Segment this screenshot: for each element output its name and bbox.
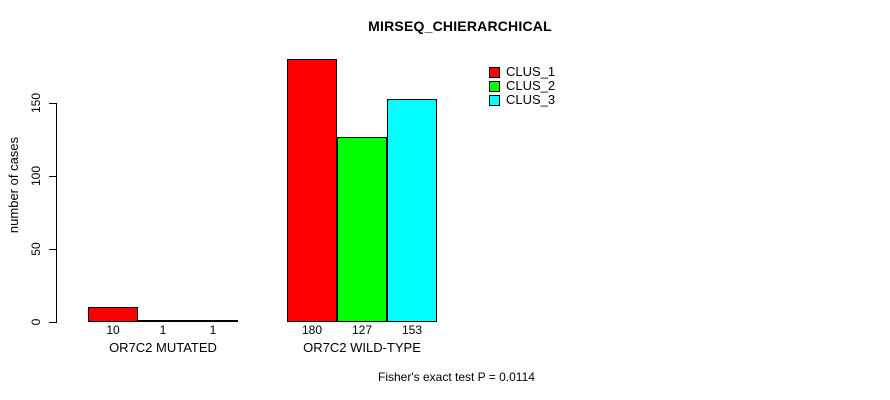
x-axis-group-label: OR7C2 WILD-TYPE (303, 340, 421, 355)
bar-clus_3-group2 (387, 99, 437, 322)
legend-item-clus2: CLUS_2 (489, 79, 555, 93)
y-axis-line (56, 103, 57, 323)
bar-value-label: 1 (209, 323, 217, 337)
bar-value-label: 127 (351, 323, 373, 337)
y-axis-tick-label: 150 (29, 92, 43, 114)
bar-clus_1-group2 (287, 59, 337, 322)
legend-swatch-clus3 (489, 94, 500, 106)
legend-label-clus1: CLUS_1 (506, 64, 556, 79)
legend-item-clus1: CLUS_1 (489, 65, 555, 79)
bar-clus_1-group1 (88, 307, 138, 322)
y-axis-tick (49, 176, 56, 177)
bar-value-label: 153 (401, 323, 423, 337)
legend-label-clus2: CLUS_2 (506, 78, 556, 93)
legend-item-clus3: CLUS_3 (489, 93, 555, 107)
y-axis-tick-label: 0 (29, 318, 43, 326)
y-axis-tick-label: 100 (29, 165, 43, 187)
legend-swatch-clus2 (489, 80, 500, 92)
bar-value-label: 1 (159, 323, 167, 337)
legend-label-clus3: CLUS_3 (506, 92, 556, 107)
x-axis-group-label: OR7C2 MUTATED (109, 340, 217, 355)
bar-value-label: 180 (301, 323, 323, 337)
y-axis-tick (49, 249, 56, 250)
bar-clus_2-group2 (337, 137, 387, 322)
chart-title: MIRSEQ_CHIERARCHICAL (368, 18, 552, 34)
y-axis-tick-label: 50 (29, 242, 43, 256)
footnote-pvalue: Fisher's exact test P = 0.0114 (378, 370, 535, 384)
y-axis-tick (49, 103, 56, 104)
legend: CLUS_1 CLUS_2 CLUS_3 (489, 65, 555, 107)
legend-swatch-clus1 (489, 66, 500, 78)
y-axis-tick (49, 322, 56, 323)
bar-value-label: 10 (106, 323, 120, 337)
bar-clus_2-group1 (138, 320, 188, 322)
bar-clus_3-group1 (188, 320, 238, 322)
